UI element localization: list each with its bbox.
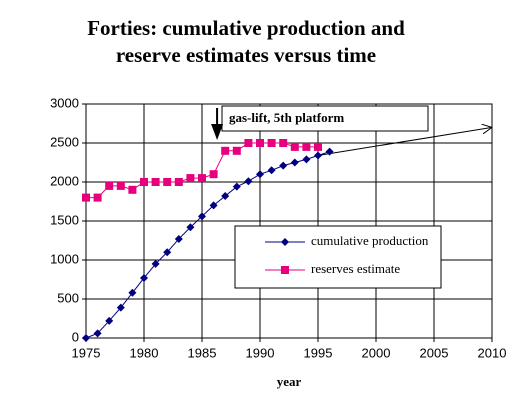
- y-tick-label: 1500: [50, 212, 79, 227]
- data-point: [186, 174, 195, 183]
- data-point: [221, 192, 230, 201]
- data-point: [244, 177, 253, 186]
- x-tick-label: 2010: [478, 345, 507, 360]
- data-point: [244, 139, 253, 147]
- data-point: [302, 142, 311, 151]
- data-point: [314, 142, 322, 151]
- data-point: [105, 316, 114, 325]
- data-point: [163, 248, 172, 257]
- y-tick-label: 3000: [50, 95, 79, 110]
- chart-title: reserve estimates versus time: [116, 43, 376, 67]
- legend-box: [234, 225, 442, 289]
- data-point: [116, 181, 125, 190]
- data-point: [151, 259, 160, 268]
- data-point: [256, 170, 264, 179]
- legend-marker: [281, 266, 289, 274]
- legend-label: reserves estimate: [311, 261, 400, 276]
- data-point: [174, 234, 183, 243]
- x-tick-label: 1990: [246, 345, 275, 360]
- data-point: [232, 146, 241, 155]
- legend-marker: [281, 238, 289, 246]
- data-point: [151, 178, 160, 186]
- y-tick-label: 2000: [50, 173, 79, 188]
- data-point: [93, 329, 102, 338]
- x-tick-label: 1975: [72, 345, 101, 360]
- data-point: [267, 166, 276, 175]
- y-tick-label: 2500: [50, 134, 79, 149]
- data-point: [140, 178, 148, 186]
- data-point: [128, 288, 137, 297]
- chart-title: Forties: cumulative production and: [87, 16, 405, 40]
- series-line: [85, 151, 330, 339]
- x-axis-label: year: [277, 374, 302, 389]
- data-point: [116, 303, 125, 312]
- annotation-box: [221, 105, 429, 132]
- plot-border: [85, 103, 493, 339]
- data-point: [279, 139, 288, 147]
- data-point: [209, 201, 218, 210]
- data-point: [140, 273, 148, 282]
- data-point: [325, 147, 334, 156]
- data-point: [93, 193, 102, 202]
- data-point: [290, 158, 299, 167]
- data-point: [163, 178, 172, 186]
- y-tick-label: 500: [57, 290, 79, 305]
- data-point: [105, 181, 114, 190]
- x-tick-label: 1980: [130, 345, 159, 360]
- legend-label: cumulative production: [311, 233, 429, 248]
- x-tick-label: 2005: [420, 345, 449, 360]
- y-tick-label: 0: [72, 329, 79, 344]
- data-point: [267, 139, 276, 147]
- data-point: [198, 212, 206, 221]
- x-tick-label: 1985: [188, 345, 217, 360]
- annotation-arrowhead: [211, 124, 224, 140]
- trend-line: [317, 127, 492, 156]
- data-point: [198, 174, 206, 183]
- data-point: [82, 334, 90, 342]
- data-point: [82, 193, 90, 202]
- data-point: [174, 178, 183, 186]
- annotation: gas-lift, 5th platform: [229, 110, 344, 125]
- data-point: [209, 170, 218, 179]
- data-point: [221, 146, 230, 155]
- x-tick-label: 1995: [304, 345, 333, 360]
- data-point: [186, 223, 195, 232]
- x-tick-label: 2000: [362, 345, 391, 360]
- data-point: [279, 161, 288, 170]
- y-tick-label: 1000: [50, 251, 79, 266]
- data-point: [128, 185, 137, 194]
- data-point: [314, 151, 322, 160]
- data-point: [302, 155, 311, 164]
- data-point: [256, 139, 264, 147]
- data-point: [232, 182, 241, 191]
- data-point: [290, 142, 299, 151]
